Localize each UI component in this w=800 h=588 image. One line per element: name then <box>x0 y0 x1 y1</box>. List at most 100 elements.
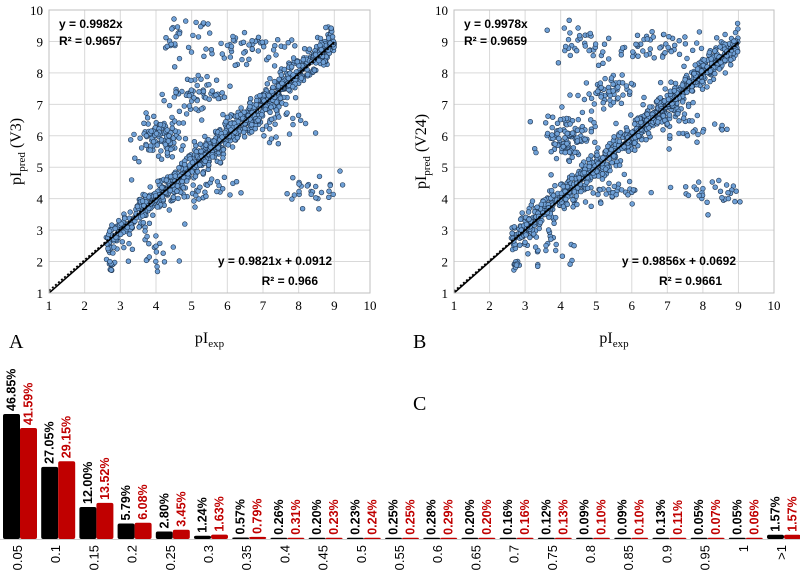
data-point <box>171 16 177 22</box>
category-label: 0.25 <box>163 545 178 570</box>
bar-data-label: 0.05% <box>692 499 706 534</box>
data-point <box>691 70 697 77</box>
data-point <box>228 43 235 50</box>
data-point <box>286 131 293 137</box>
data-point <box>239 56 245 63</box>
data-point <box>294 58 300 65</box>
data-point <box>684 133 691 139</box>
data-point <box>615 84 621 90</box>
data-point <box>290 55 297 61</box>
data-point <box>225 142 231 148</box>
data-point <box>543 242 549 249</box>
data-point <box>559 104 565 110</box>
data-point <box>199 117 205 123</box>
data-point <box>146 220 153 227</box>
data-point <box>316 206 322 212</box>
data-point <box>575 116 581 123</box>
x-tick-label: 7 <box>260 298 267 313</box>
data-point <box>671 88 677 94</box>
data-point <box>230 33 236 40</box>
data-point <box>316 57 322 64</box>
data-point <box>557 116 564 123</box>
data-point <box>511 224 517 230</box>
data-point <box>613 192 619 198</box>
data-point <box>569 130 576 136</box>
data-point <box>608 75 615 81</box>
plot-frame <box>48 9 371 294</box>
data-point <box>164 127 170 133</box>
data-point <box>169 125 176 131</box>
data-point <box>188 87 195 93</box>
data-point <box>138 145 145 151</box>
data-point <box>562 135 568 141</box>
data-point <box>317 35 324 42</box>
data-point <box>584 179 590 186</box>
y-axis-label-sub: pred <box>16 152 28 172</box>
data-point <box>289 64 295 70</box>
data-point <box>284 110 290 116</box>
data-point <box>183 18 189 24</box>
data-point <box>605 56 612 62</box>
data-point <box>519 210 525 216</box>
data-point <box>649 29 655 35</box>
data-point <box>193 192 199 199</box>
data-point <box>566 17 572 23</box>
y-tick-label: 1 <box>37 286 44 301</box>
data-point <box>173 89 179 96</box>
y-tick-label: 7 <box>37 97 44 112</box>
data-point <box>238 105 244 111</box>
data-point <box>169 26 175 32</box>
data-point <box>167 173 174 180</box>
data-point <box>259 126 266 133</box>
data-point <box>198 148 204 155</box>
y-axis-label-sub: pred <box>421 156 433 176</box>
data-point <box>619 72 625 78</box>
data-point <box>684 55 690 62</box>
data-point <box>660 113 666 119</box>
data-point <box>566 158 573 165</box>
data-point <box>214 178 221 185</box>
data-point <box>153 258 159 265</box>
bar-series-2 <box>172 529 190 539</box>
data-point <box>197 141 204 147</box>
data-point <box>279 80 285 87</box>
data-point <box>543 247 549 254</box>
data-point <box>648 189 654 196</box>
data-point <box>666 146 672 152</box>
bar-series-2 <box>249 536 267 539</box>
data-point <box>253 102 259 108</box>
data-point <box>172 64 178 70</box>
data-point <box>221 174 228 181</box>
bar-series-2 <box>516 537 534 539</box>
data-point <box>627 89 633 95</box>
x-tick-label: 8 <box>295 298 302 313</box>
data-point <box>712 70 718 77</box>
bar-series-2 <box>593 537 610 539</box>
bar-data-label: 0.13% <box>556 499 570 534</box>
data-point <box>142 228 148 234</box>
data-point <box>695 179 702 185</box>
data-point <box>312 130 319 136</box>
data-point <box>134 203 141 210</box>
bar-series-1 <box>117 523 135 539</box>
bar-data-label: 46.85% <box>5 369 19 411</box>
fit-equation-label: y = 0.9982x <box>59 17 123 31</box>
data-point <box>160 250 166 256</box>
data-point <box>195 34 202 40</box>
data-point <box>339 182 346 188</box>
data-point <box>643 52 649 58</box>
data-point <box>304 183 310 189</box>
data-point <box>238 190 244 196</box>
category-label: 0.9 <box>659 545 674 563</box>
data-point <box>221 94 228 100</box>
bar-series-2 <box>287 537 305 539</box>
data-point <box>296 181 302 187</box>
y-axis-label: pIpred (V3) <box>8 118 28 185</box>
data-point <box>198 106 205 112</box>
y-tick-label: 2 <box>37 255 44 270</box>
category-label: 0.95 <box>698 545 713 570</box>
data-point <box>276 76 282 83</box>
data-point <box>240 39 247 45</box>
data-point <box>301 45 308 52</box>
data-point <box>157 240 163 247</box>
